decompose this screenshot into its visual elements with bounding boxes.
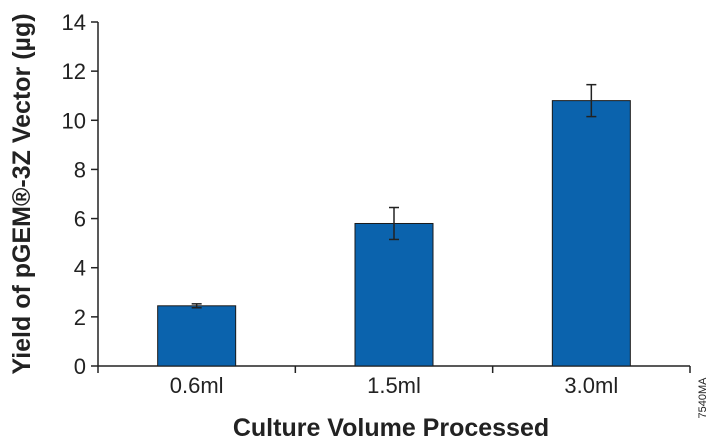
y-tick-label: 0 [74,354,86,379]
y-tick-label: 14 [62,10,86,35]
x-tick-label: 3.0ml [564,373,618,398]
bar-1.5ml [354,222,434,367]
x-tick-label: 0.6ml [170,373,224,398]
error-bar [389,206,399,241]
y-tick-label: 4 [74,256,86,281]
y-tick-label: 2 [74,305,86,330]
x-axis-title: Culture Volume Processed [233,414,549,442]
x-axis-ticks: 0.6ml 1.5ml 3.0ml [97,366,691,398]
bars-group [157,83,631,367]
y-tick-label: 12 [62,59,86,84]
x-tick-label: 1.5ml [367,373,421,398]
bar-0.6ml [157,305,237,367]
y-axis-title: Yield of pGEM®-3Z Vector (µg) [8,13,36,374]
error-bar [191,303,202,309]
y-axis-ticks: 0 2 4 6 8 10 12 14 [62,10,98,379]
bar-3.0ml [551,100,631,367]
y-tick-label: 6 [74,207,86,232]
figure-code: 7540MA [697,377,709,419]
error-bar [586,83,597,118]
y-tick-label: 10 [62,108,86,133]
y-tick-label: 8 [74,157,86,182]
